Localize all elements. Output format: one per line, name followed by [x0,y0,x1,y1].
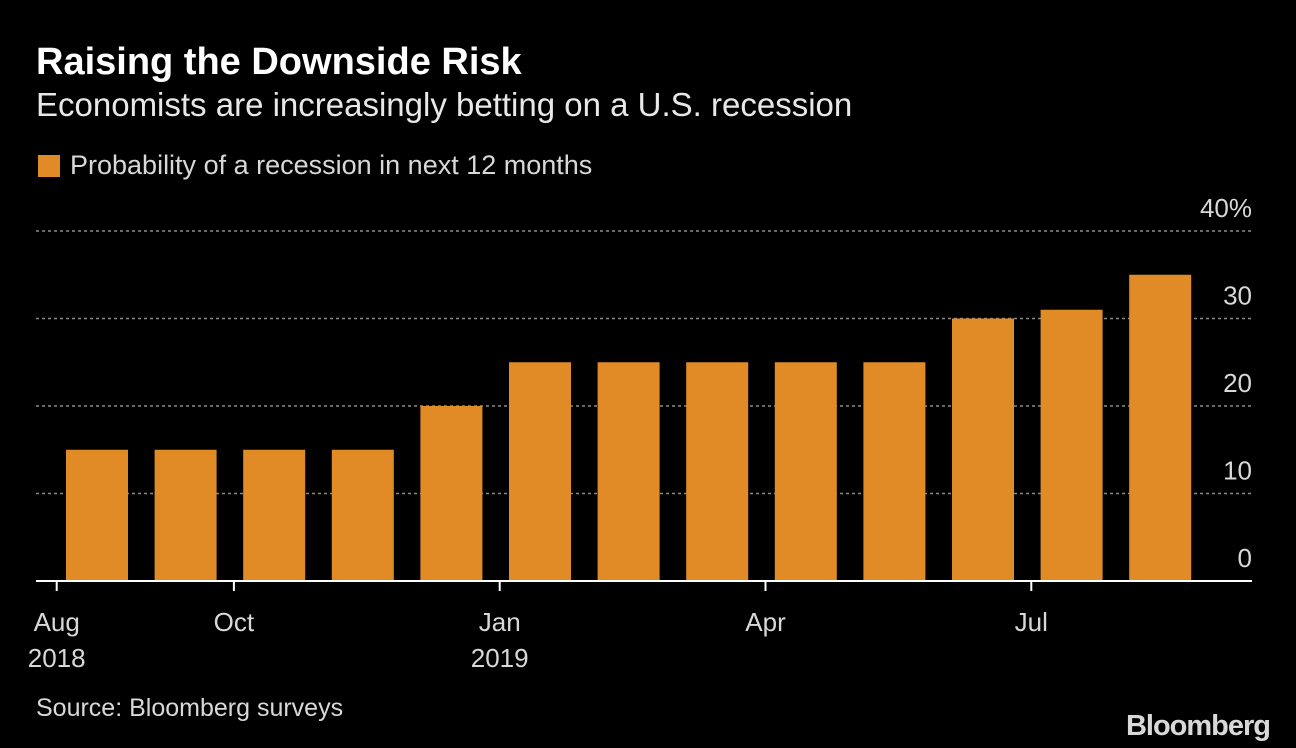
legend-label: Probability of a recession in next 12 mo… [70,150,593,180]
bar [597,362,660,581]
x-tick-label: Jul [1015,607,1048,637]
legend-swatch [38,154,60,177]
bar [331,449,394,581]
bar [686,362,749,581]
bar [1129,274,1192,581]
bar [154,449,217,581]
bar [863,362,926,581]
source-note: Source: Bloomberg surveys [36,694,344,722]
bar [952,318,1014,581]
chart-title: Raising the Downside Risk [36,41,522,83]
x-tick-label: Aug [34,607,80,637]
y-tick-label: 40% [1200,193,1252,223]
chart-subtitle: Economists are increasingly betting on a… [36,86,853,123]
bar [774,362,837,581]
x-tick-year-label: 2018 [28,643,86,673]
y-tick-label: 0 [1238,543,1252,573]
y-tick-label: 30 [1223,281,1252,311]
bar-chart: 0 10 20 30 40% Aug 2018 Oct Jan 2019 Apr Jul [28,193,1252,673]
legend: Probability of a recession in next 12 mo… [38,150,592,181]
y-tick-label: 20 [1223,368,1252,398]
x-tick-label: Jan [479,607,521,637]
y-tick-label: 10 [1223,456,1252,486]
bloomberg-logo: Bloomberg [1125,710,1271,742]
bar [243,449,306,581]
x-tick-label: Oct [214,607,255,637]
bar [420,406,483,581]
bar [509,362,571,581]
bar [66,449,128,581]
x-tick-label: Apr [745,607,786,637]
x-tick-year-label: 2019 [471,643,529,673]
bar [1040,309,1103,581]
